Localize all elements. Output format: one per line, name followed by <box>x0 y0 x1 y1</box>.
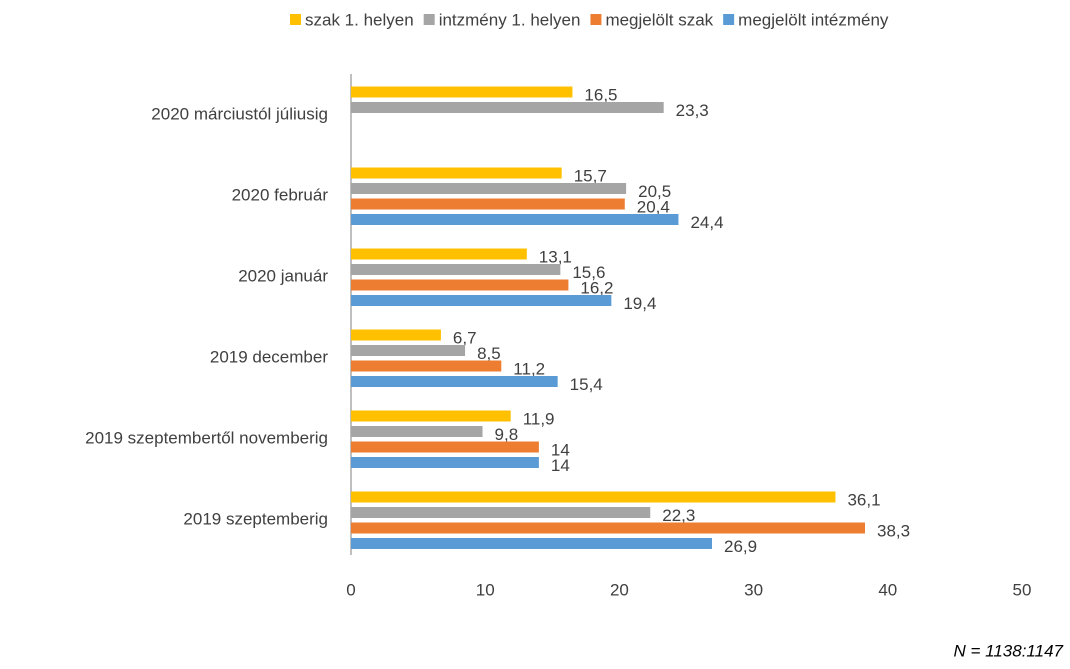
legend-label: szak 1. helyen <box>305 10 414 29</box>
x-tick-label: 0 <box>346 580 355 599</box>
bar <box>351 457 539 468</box>
bar <box>351 279 569 291</box>
legend-swatch <box>723 14 735 25</box>
bar <box>351 183 627 194</box>
y-tick-label: 2019 december <box>210 347 328 366</box>
data-label: 15,6 <box>572 263 605 282</box>
legend-label: intzmény 1. helyen <box>439 10 581 29</box>
data-label: 6,7 <box>453 328 477 347</box>
bar <box>351 86 573 98</box>
data-label: 16,5 <box>584 85 617 104</box>
legend-swatch <box>590 14 602 25</box>
data-label: 16,2 <box>580 278 613 297</box>
data-label: 14 <box>551 440 570 459</box>
bar <box>351 410 511 422</box>
bar <box>351 507 651 518</box>
bar <box>351 538 712 549</box>
data-label: 38,3 <box>877 521 910 540</box>
bar <box>351 345 466 356</box>
data-label: 11,2 <box>513 359 545 378</box>
data-label: 9,8 <box>495 425 519 444</box>
bar <box>351 264 561 275</box>
bar <box>351 167 562 179</box>
bar <box>351 198 625 210</box>
x-tick-label: 20 <box>610 580 629 599</box>
data-label: 20,4 <box>637 197 670 216</box>
data-label: 20,5 <box>638 182 671 201</box>
bar <box>351 360 502 372</box>
legend-label: megjelölt intézmény <box>738 10 889 29</box>
bar <box>351 102 664 113</box>
data-label: 26,9 <box>724 537 757 556</box>
bar <box>351 248 527 260</box>
legend-swatch <box>423 14 435 25</box>
data-label: 23,3 <box>676 101 709 120</box>
bar <box>351 441 539 453</box>
data-label: 36,1 <box>847 490 880 509</box>
y-tick-label: 2020 február <box>232 185 329 204</box>
y-tick-label: 2020 márciustól júliusig <box>151 104 328 123</box>
x-tick-label: 40 <box>878 580 897 599</box>
legend-label: megjelölt szak <box>605 10 713 29</box>
footnote: N = 1138:1147 <box>954 641 1064 660</box>
bar <box>351 329 441 341</box>
y-tick-label: 2020 január <box>238 266 328 285</box>
x-tick-label: 30 <box>744 580 763 599</box>
x-tick-label: 10 <box>476 580 495 599</box>
data-label: 15,7 <box>574 166 607 185</box>
bar <box>351 426 483 437</box>
data-label: 13,1 <box>539 247 572 266</box>
data-label: 15,4 <box>570 375 603 394</box>
bar <box>351 295 612 306</box>
x-tick-label: 50 <box>1013 580 1032 599</box>
bar <box>351 491 836 503</box>
data-label: 19,4 <box>623 294 656 313</box>
bar <box>351 376 558 387</box>
bar <box>351 214 679 225</box>
y-tick-label: 2019 szeptemberig <box>183 509 328 528</box>
data-label: 8,5 <box>477 344 501 363</box>
y-tick-label: 2019 szeptembertől novemberig <box>85 428 328 447</box>
data-label: 14 <box>551 456 570 475</box>
data-label: 11,9 <box>523 409 555 428</box>
data-label: 24,4 <box>690 213 723 232</box>
data-label: 22,3 <box>662 506 695 525</box>
bar <box>351 522 865 534</box>
legend-swatch <box>290 14 301 25</box>
